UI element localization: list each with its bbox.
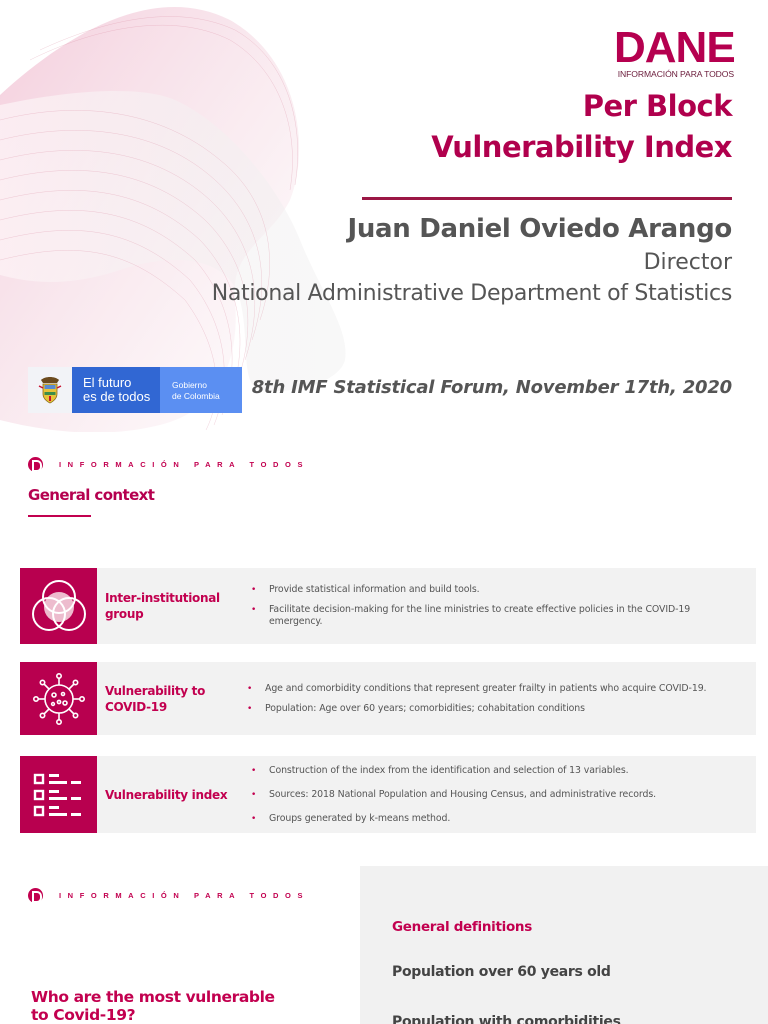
slide-title-line-2: to Covid-19? xyxy=(31,1006,136,1024)
presenter-role: Director xyxy=(643,250,732,275)
bullet-item: Construction of the index from the ident… xyxy=(247,765,656,777)
context-row: Vulnerability index Construction of the … xyxy=(20,756,756,833)
context-row-bullets: Age and comorbidity conditions that repr… xyxy=(243,662,730,735)
bullet-item: Age and comorbidity conditions that repr… xyxy=(243,683,707,695)
overlapping-circles-icon xyxy=(20,568,97,644)
slogan-line-2: es de todos xyxy=(83,389,151,404)
government-line-1: Gobierno xyxy=(172,380,207,390)
definitions-panel: General definitions Population over 60 y… xyxy=(360,866,768,1024)
bullet-item: Sources: 2018 National Population and Ho… xyxy=(247,789,656,801)
bullet-item: Population: Age over 60 years; comorbidi… xyxy=(243,703,706,715)
brand-header: INFORMACIÓN PARA TODOS xyxy=(28,457,309,472)
government-name-block: Gobierno de Colombia xyxy=(160,367,242,413)
dane-d-logo-icon xyxy=(28,888,43,903)
dane-logo: DANE INFORMACIÓN PARA TODOS xyxy=(614,23,736,80)
bullet-item: Groups generated by k-means method. xyxy=(247,813,656,825)
event-caption: 8th IMF Statistical Forum, November 17th… xyxy=(251,377,732,398)
slide-title-line-1: Who are the most vulnerable xyxy=(31,988,275,1006)
brand-header: INFORMACIÓN PARA TODOS xyxy=(28,888,309,903)
context-row-label: Vulnerability to COVID-19 xyxy=(105,683,206,714)
context-row-label: Inter-institutional group xyxy=(105,591,220,621)
context-row: Inter-institutional group Provide statis… xyxy=(20,568,756,644)
context-row-label: Vulnerability index xyxy=(105,787,228,802)
slogan-block: El futuro es de todos xyxy=(72,367,160,413)
context-row-bullets: Provide statistical information and buil… xyxy=(247,568,756,644)
presenter-name: Juan Daniel Oviedo Arango xyxy=(347,214,732,244)
checklist-icon xyxy=(20,756,97,833)
government-badge: El futuro es de todos Gobierno de Colomb… xyxy=(28,367,242,413)
bullet-item: Facilitate decision-making for the line … xyxy=(247,604,732,628)
cover-slide: DANE INFORMACIÓN PARA TODOS Per Block Vu… xyxy=(0,0,768,432)
brand-header-text: INFORMACIÓN PARA TODOS xyxy=(59,891,310,900)
general-context-slide: INFORMACIÓN PARA TODOS General context I… xyxy=(0,440,768,844)
decorative-wave-graphic xyxy=(0,7,346,432)
context-row-bullets: Construction of the index from the ident… xyxy=(247,756,680,833)
brand-header-text: INFORMACIÓN PARA TODOS xyxy=(59,460,310,469)
definitions-heading: General definitions xyxy=(392,919,532,935)
presenter-block: Juan Daniel Oviedo Arango Director Natio… xyxy=(211,210,733,310)
virus-icon xyxy=(20,662,97,735)
bullet-item: Provide statistical information and buil… xyxy=(247,584,732,596)
dane-logo-wordmark: DANE xyxy=(614,23,736,72)
presenter-organization: National Administrative Department of St… xyxy=(211,281,733,306)
context-row: Vulnerability to COVID-19 Age and comorb… xyxy=(20,662,756,735)
definition-item: Population over 60 years old xyxy=(392,964,611,980)
section-title-underline xyxy=(28,515,91,517)
colombia-coat-of-arms-icon xyxy=(28,367,72,413)
dane-d-logo-icon xyxy=(28,457,43,472)
title-line-1: Per Block xyxy=(582,89,733,123)
vulnerable-population-slide: INFORMACIÓN PARA TODOS Who are the most … xyxy=(0,866,768,1024)
definition-item: Population with comorbidities xyxy=(392,1014,621,1024)
title-divider xyxy=(362,197,732,200)
dane-logo-tagline: INFORMACIÓN PARA TODOS xyxy=(617,69,734,79)
slide-title: Who are the most vulnerable to Covid-19? xyxy=(31,988,275,1024)
presentation-title: Per Block Vulnerability Index xyxy=(431,86,732,168)
title-line-2: Vulnerability Index xyxy=(431,130,732,164)
section-title: General context xyxy=(28,486,155,504)
government-line-2: de Colombia xyxy=(172,391,220,401)
slogan-line-1: El futuro xyxy=(83,375,132,390)
